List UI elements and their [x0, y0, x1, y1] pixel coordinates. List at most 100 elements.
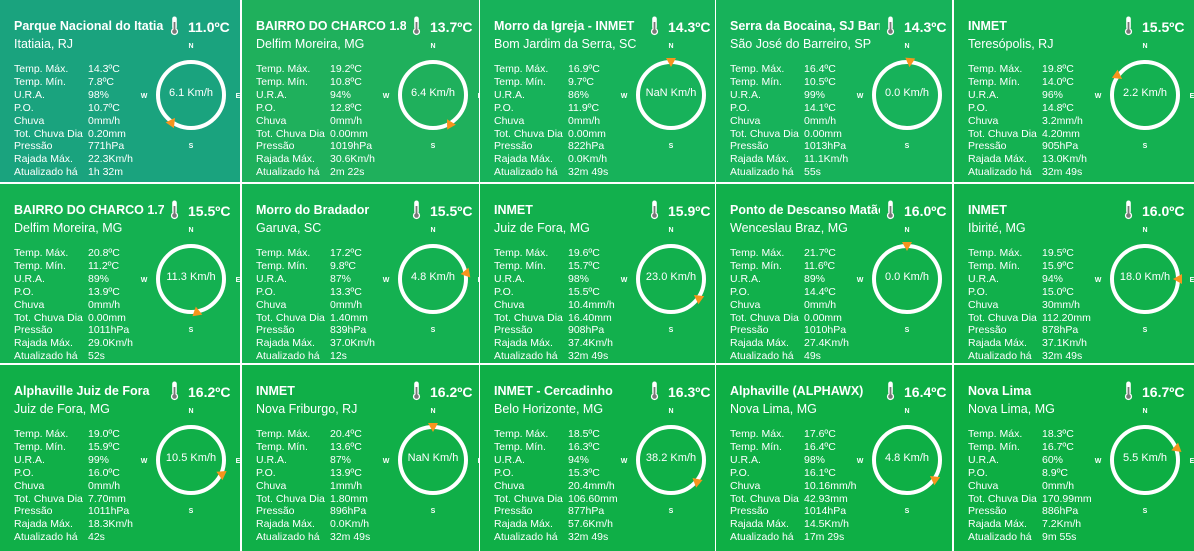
thermometer-icon [886, 381, 895, 401]
stat-value: 11.2ºC [88, 259, 120, 272]
compass-label: S [431, 508, 436, 515]
stat-label: P.O. [14, 466, 34, 479]
stat-row: P.O. 14.8ºC [968, 102, 1114, 115]
stat-label: Pressão [256, 324, 295, 337]
station-location: Nova Lima, MG [730, 402, 817, 416]
stat-row: Chuva 1mm/h [256, 480, 402, 493]
stat-value: 11.1Km/h [804, 153, 849, 166]
stat-row: Temp. Mín. 10.8ºC [256, 76, 402, 89]
stat-label: Temp. Máx. [494, 428, 549, 440]
station-card[interactable]: Nova Lima Nova Lima, MG 16.7ºC Temp. Máx. 18… [954, 365, 1194, 551]
stat-value: 21.7ºC [804, 247, 836, 259]
stat-label: Temp. Máx. [730, 247, 785, 259]
stat-label: Atualizado há [968, 531, 1032, 544]
stat-row: U.R.A. 89% [14, 273, 160, 286]
stat-row: P.O. 13.3ºC [256, 286, 402, 299]
stat-value: 17m 29s [804, 531, 845, 544]
stat-row: U.R.A. 89% [730, 273, 876, 286]
station-card[interactable]: INMET Teresópolis, RJ 15.5ºC Temp. Máx. 19.8… [954, 0, 1194, 182]
compass-label: S [669, 327, 674, 334]
stat-label: Chuva [494, 114, 525, 127]
stat-value: 11.6ºC [804, 259, 836, 272]
station-card[interactable]: Parque Nacional do Itatia Itatiaia, RJ 11.… [0, 0, 240, 182]
stat-row: Chuva 0mm/h [256, 115, 402, 128]
stat-label: P.O. [730, 285, 750, 298]
station-card[interactable]: Ponto de Descanso Matão - Wenceslau Braz,… [716, 184, 952, 363]
station-location: Juiz de Fora, MG [494, 221, 590, 235]
compass-label: S [905, 508, 910, 515]
stat-value: 15.9ºC [1042, 259, 1074, 272]
compass-label: S [431, 143, 436, 150]
thermometer-icon [170, 381, 179, 401]
stat-row: Rajada Máx. 22.3Km/h [14, 153, 160, 166]
stat-label: Temp. Mín. [730, 440, 782, 453]
wind-direction-arrow-icon [692, 477, 703, 488]
station-card[interactable]: INMET Nova Friburgo, RJ 16.2ºC Temp. Máx. 20… [242, 365, 479, 551]
stat-value: 20.4mm/h [568, 479, 615, 492]
stat-value: 52s [88, 350, 105, 363]
stat-value: 15.3ºC [568, 466, 600, 479]
station-card[interactable]: INMET Juiz de Fora, MG 15.9ºC Temp. Máx. 19.… [480, 184, 715, 363]
station-card[interactable]: Serra da Bocaina, SJ Barr São José do Bar… [716, 0, 952, 182]
stat-row: Atualizado há 42s [14, 531, 160, 544]
stat-value: 771hPa [88, 140, 125, 153]
stat-row: Temp. Máx. 16.9ºC [494, 63, 640, 76]
compass-label: E [478, 93, 479, 100]
wind-speed: 38.2 Km/h [645, 452, 697, 464]
stat-row: Pressão 878hPa [968, 324, 1114, 337]
station-card[interactable]: Morro do Bradador Garuva, SC 15.5ºC Temp. M… [242, 184, 479, 363]
stat-label: Rajada Máx. [256, 518, 315, 531]
stat-row: Chuva 0mm/h [968, 480, 1114, 493]
station-title: INMET [494, 203, 533, 217]
stat-label: P.O. [256, 101, 276, 114]
wind-compass: N S E W [141, 43, 240, 150]
stat-row: U.R.A. 94% [968, 273, 1114, 286]
stat-value: 1.80mm [330, 492, 368, 505]
station-card[interactable]: Morro da Igreja - INMET Bom Jardim da Ser… [480, 0, 715, 182]
compass-label: E [236, 277, 240, 284]
stat-label: Atualizado há [494, 166, 558, 179]
station-card[interactable]: BAIRRO DO CHARCO 1.71 Delfim Moreira, MG 1… [0, 184, 240, 363]
stat-value: 22.3Km/h [88, 153, 133, 166]
station-card[interactable]: INMET Ibirité, MG 16.0ºC Temp. Máx. 19.5ºC Te… [954, 184, 1194, 363]
stat-row: U.R.A. 94% [256, 89, 402, 102]
stat-row: Rajada Máx. 37.0Km/h [256, 337, 402, 350]
station-title: Alphaville (ALPHAWX) [730, 384, 864, 398]
wind-speed: 0.0 Km/h [884, 271, 930, 283]
stat-value: 19.5ºC [1042, 247, 1074, 259]
stat-label: Atualizado há [256, 166, 320, 179]
stat-row: U.R.A. 87% [256, 454, 402, 467]
stat-row: Rajada Máx. 13.0Km/h [968, 153, 1114, 166]
stat-label: Temp. Mín. [494, 440, 546, 453]
compass-ring [872, 60, 942, 130]
stat-value: 10.7ºC [88, 101, 120, 114]
compass-label: W [141, 458, 148, 465]
stat-label: Pressão [494, 324, 533, 337]
stat-label: Temp. Mín. [14, 259, 66, 272]
stat-label: Atualizado há [14, 531, 78, 544]
wind-direction-arrow-icon [165, 117, 175, 129]
stat-label: Chuva [256, 114, 287, 127]
station-card[interactable]: Alphaville Juiz de Fora Juiz de Fora, MG 1… [0, 365, 240, 551]
stat-row: Temp. Máx. 16.4ºC [730, 63, 876, 76]
stat-row: Pressão 896hPa [256, 505, 402, 518]
stat-value: 18.5ºC [568, 428, 600, 440]
wind-direction-arrow-icon [905, 57, 916, 68]
stat-row: Tot. Chuva Dia 106.60mm [494, 493, 640, 506]
station-card[interactable]: BAIRRO DO CHARCO 1.86 Delfim Moreira, MG 1… [242, 0, 479, 182]
stat-row: Temp. Mín. 9.7ºC [494, 76, 640, 89]
station-card[interactable]: Alphaville (ALPHAWX) Nova Lima, MG 16.4ºC T… [716, 365, 952, 551]
stat-label: Chuva [968, 298, 999, 311]
stat-value: 170.99mm [1042, 492, 1092, 505]
stat-value: 0.00mm [804, 311, 842, 324]
station-card[interactable]: INMET - Cercadinho Belo Horizonte, MG 16.3… [480, 365, 715, 551]
stat-row: Atualizado há 55s [730, 166, 876, 179]
station-location: São José do Barreiro, SP [730, 37, 872, 51]
wind-compass: N S E W [141, 408, 240, 515]
station-temperature: 14.3ºC [904, 19, 947, 35]
wind-speed: 23.0 Km/h [645, 271, 697, 283]
stat-row: U.R.A. 99% [14, 454, 160, 467]
stat-row: P.O. 14.1ºC [730, 102, 876, 115]
stat-value: 89% [804, 272, 826, 285]
stat-label: Pressão [14, 324, 53, 337]
